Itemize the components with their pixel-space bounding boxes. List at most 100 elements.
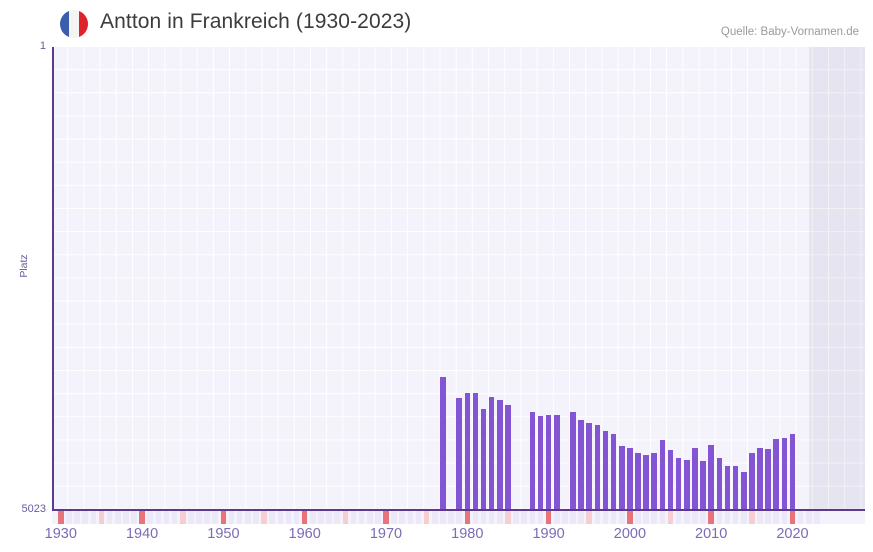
bar <box>529 411 536 510</box>
x-axis-tick-label: 1980 <box>451 526 484 542</box>
bar <box>627 447 633 510</box>
x-tick-minor <box>310 511 316 524</box>
bar <box>497 400 503 510</box>
bar <box>789 433 796 510</box>
bar <box>692 447 698 510</box>
x-tick-minor <box>391 511 397 524</box>
x-tick-minor <box>98 511 105 524</box>
x-tick-minor <box>797 511 804 524</box>
x-tick-minor <box>602 511 609 524</box>
x-tick-minor <box>90 511 97 524</box>
x-tick-minor <box>277 511 284 524</box>
bar <box>440 377 446 510</box>
y-axis-title: Platz <box>18 254 30 278</box>
x-tick-minor <box>740 511 747 524</box>
x-tick-minor <box>586 511 593 524</box>
x-tick-major <box>58 511 64 524</box>
bar <box>602 430 609 510</box>
bar <box>765 448 771 510</box>
x-tick-minor <box>716 511 723 524</box>
x-tick-minor <box>366 511 373 524</box>
chart-title: Antton in Frankreich (1930-2023) <box>100 10 412 33</box>
x-tick-minor <box>610 511 617 524</box>
bar <box>749 452 755 510</box>
plot-gridlines <box>52 47 865 510</box>
bar <box>594 424 601 510</box>
bar <box>781 437 788 510</box>
x-tick-minor <box>342 511 349 524</box>
x-tick-minor <box>106 511 113 524</box>
x-tick-major <box>789 511 796 524</box>
bar <box>651 452 658 510</box>
bar <box>570 411 576 510</box>
x-tick-minor <box>513 511 519 524</box>
x-tick-minor <box>480 511 487 524</box>
x-tick-minor <box>456 511 462 524</box>
x-axis-tick-label: 2010 <box>695 526 728 542</box>
x-tick-major <box>220 511 227 524</box>
x-tick-minor <box>131 511 137 524</box>
x-tick-minor <box>643 511 649 524</box>
x-tick-minor <box>155 511 162 524</box>
x-tick-major <box>139 511 145 524</box>
x-tick-minor <box>472 511 479 524</box>
x-tick-minor <box>423 511 430 524</box>
x-tick-minor <box>269 511 275 524</box>
bar <box>740 471 747 510</box>
x-tick-minor <box>692 511 698 524</box>
x-tick-minor <box>431 511 438 524</box>
x-axis-tick-label: 1960 <box>288 526 321 542</box>
x-tick-minor <box>570 511 576 524</box>
france-flag-icon <box>60 10 88 38</box>
x-tick-minor <box>618 511 625 524</box>
x-tick-minor <box>781 511 788 524</box>
x-tick-minor <box>749 511 755 524</box>
bar <box>610 433 617 510</box>
x-tick-minor <box>123 511 129 524</box>
no-data-shaded-region <box>808 47 865 510</box>
x-tick-minor <box>659 511 666 524</box>
x-tick-minor <box>147 511 154 524</box>
x-tick-minor <box>350 511 357 524</box>
bar <box>708 444 714 510</box>
x-tick-minor <box>253 511 259 524</box>
x-tick-minor <box>358 511 365 524</box>
x-axis-tick-label: 1930 <box>44 526 77 542</box>
bar <box>716 457 723 510</box>
x-tick-minor <box>212 511 219 524</box>
x-tick-minor <box>448 511 454 524</box>
source-note: Quelle: Baby-Vornamen.de <box>720 26 859 38</box>
x-tick-major <box>464 511 471 524</box>
bar <box>586 422 593 510</box>
x-tick-minor <box>505 511 511 524</box>
x-tick-minor <box>415 511 422 524</box>
x-axis-line <box>52 509 865 511</box>
x-axis-tick-label: 1990 <box>532 526 565 542</box>
x-tick-minor <box>805 511 812 524</box>
plot-area <box>52 47 865 510</box>
x-tick-minor <box>163 511 170 524</box>
bar <box>618 445 625 510</box>
x-tick-minor <box>578 511 584 524</box>
x-axis-tick-label: 1940 <box>125 526 159 542</box>
x-tick-minor <box>814 511 820 524</box>
bar <box>675 457 682 510</box>
x-tick-minor <box>318 511 324 524</box>
x-tick-minor <box>326 511 332 524</box>
x-tick-minor <box>497 511 503 524</box>
x-axis-tick-label: 1970 <box>369 526 403 542</box>
y-axis-line <box>52 47 54 511</box>
x-tick-minor <box>293 511 300 524</box>
x-tick-major <box>383 511 389 524</box>
x-tick-minor <box>594 511 601 524</box>
bar <box>537 415 544 510</box>
x-tick-minor <box>334 511 340 524</box>
bar <box>545 414 552 510</box>
x-tick-minor <box>82 511 88 524</box>
x-axis-tick-label: 2000 <box>613 526 647 542</box>
x-tick-minor <box>114 511 121 524</box>
x-tick-minor <box>488 511 495 524</box>
bar <box>700 460 706 510</box>
x-tick-minor <box>236 511 243 524</box>
